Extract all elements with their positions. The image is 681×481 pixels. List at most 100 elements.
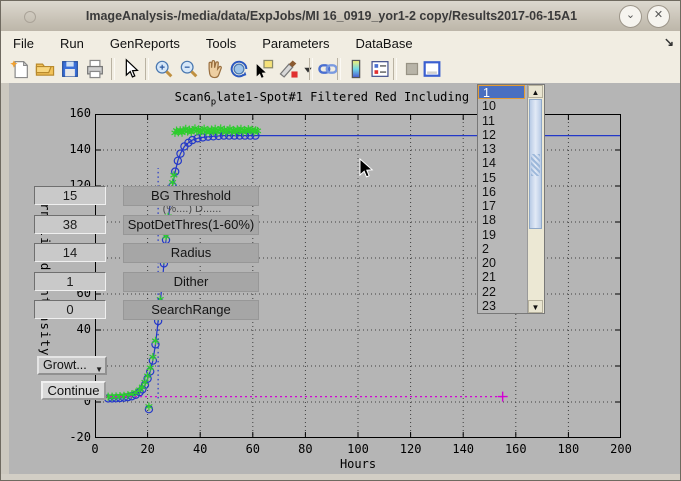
toolbar — [1, 55, 680, 84]
x-tick-label: 200 — [610, 442, 632, 456]
dock-figure-icon[interactable] — [421, 58, 443, 80]
x-tick-label: 180 — [557, 442, 580, 456]
brush-dropdown-arrow-icon[interactable] — [297, 58, 312, 80]
toolbar-separator — [337, 58, 341, 80]
x-tick-label: 0 — [91, 442, 99, 456]
searchrange-button[interactable]: SearchRange — [123, 300, 259, 320]
scrollbar-grip — [531, 154, 540, 176]
shade-window-button[interactable]: ⌄ — [619, 5, 642, 28]
x-tick-label: 100 — [347, 442, 369, 456]
listbox-item-19[interactable]: 19 — [482, 227, 496, 242]
mouse-cursor-icon — [359, 157, 375, 185]
legend-icon[interactable] — [369, 58, 391, 80]
listbox-item-14[interactable]: 14 — [482, 156, 496, 171]
radius-field[interactable]: 14 — [34, 243, 106, 262]
continue-button[interactable]: Continue — [41, 381, 106, 400]
brush-icon[interactable] — [278, 58, 300, 80]
x-tick-label: 40 — [192, 442, 208, 456]
window-menu-icon[interactable] — [24, 11, 36, 23]
link-plots-icon[interactable] — [317, 58, 339, 80]
growth-dropdown[interactable]: Growt... ▼ — [37, 356, 107, 375]
toolbar-separator — [309, 58, 313, 80]
scrollbar-thumb[interactable] — [529, 99, 542, 229]
listbox-items: 1 10 11 12 13 14 15 16 17 18 19 2 20 21 22 23 — [478, 85, 544, 313]
figure-area — [1, 83, 680, 480]
title-bar[interactable]: ImageAnalysis-/media/data/ExpJobs/MI 16_… — [1, 1, 680, 32]
listbox-item-12[interactable]: 12 — [482, 127, 496, 142]
x-tick-label: 120 — [399, 442, 422, 456]
listbox-item-20[interactable]: 20 — [482, 256, 496, 270]
x-axis-label: Hours — [339, 457, 377, 471]
x-tick-label: 80 — [298, 442, 313, 456]
listbox-item-15[interactable]: 15 — [482, 170, 496, 185]
zoom-in-icon[interactable] — [153, 58, 175, 80]
listbox-scrollbar[interactable]: ▲ ▼ — [527, 85, 544, 313]
y-tick-label: 160 — [69, 106, 91, 120]
toolbar-separator — [111, 58, 115, 80]
scroll-up-icon[interactable]: ▲ — [528, 85, 543, 98]
dither-field[interactable]: 1 — [34, 271, 106, 291]
searchrange-field[interactable]: 0 — [34, 300, 106, 319]
menu-database[interactable]: DataBase — [355, 35, 413, 51]
listbox-item-16[interactable]: 16 — [482, 184, 496, 199]
open-folder-icon[interactable] — [34, 58, 56, 80]
plot-title-post: late1-Spot#1 Filtered Red Including 2Der… — [216, 90, 542, 104]
series-data-asterisks — [104, 124, 262, 411]
plot-title-subscript: p — [210, 97, 217, 108]
y-tick-label: -20 — [69, 430, 91, 444]
save-icon[interactable] — [59, 58, 81, 80]
bg-threshold-field[interactable]: 15 — [34, 186, 106, 205]
menu-overflow-icon[interactable]: ↘ — [663, 35, 674, 49]
figure-bottom-border — [1, 474, 680, 480]
spotdetthres-field[interactable]: 38 — [34, 214, 106, 234]
close-window-button[interactable]: ✕ — [647, 5, 670, 28]
listbox-item-1[interactable]: 1 — [478, 85, 525, 100]
toolbar-separator — [393, 58, 397, 80]
radius-button[interactable]: Radius — [123, 243, 259, 263]
listbox-item-21[interactable]: 21 — [482, 270, 496, 285]
menu-genreports[interactable]: GenReports — [109, 35, 180, 51]
growth-dropdown-label: Growt... — [43, 358, 87, 372]
disabled-plot-tool-icon — [401, 58, 423, 80]
spotdetthres-button[interactable]: SpotDetThres(1-60%) — [123, 214, 259, 235]
listbox-item-2[interactable]: 2 — [482, 241, 489, 256]
scroll-down-icon[interactable]: ▼ — [528, 300, 543, 313]
plot-title: Scan6plate1-Spot#1 Filtered Red Includin… — [95, 90, 621, 107]
dither-button[interactable]: Dither — [123, 271, 259, 292]
listbox-item-13[interactable]: 13 — [482, 142, 496, 156]
listbox-item-18[interactable]: 18 — [482, 213, 496, 228]
window-title: ImageAnalysis-/media/data/ExpJobs/MI 16_… — [85, 9, 578, 23]
menu-file[interactable]: File — [13, 35, 34, 51]
series-background-threshold-line — [95, 391, 508, 402]
menu-parameters[interactable]: Parameters — [262, 35, 330, 51]
x-tick-label: 60 — [245, 442, 261, 456]
menu-bar: File Run GenReports Tools Parameters Dat… — [1, 31, 680, 55]
data-cursor-icon[interactable] — [253, 58, 275, 80]
figure-left-border — [1, 83, 9, 480]
y-tick-label: 0 — [83, 394, 91, 408]
toolbar-separator — [145, 58, 149, 80]
clipped-label-fragment: (%....) D...... — [162, 205, 222, 214]
menu-run[interactable]: Run — [59, 35, 84, 51]
listbox-item-10[interactable]: 10 — [482, 99, 496, 114]
zoom-out-icon[interactable] — [178, 58, 200, 80]
new-document-icon[interactable] — [9, 58, 31, 80]
y-tick-label: 40 — [76, 322, 91, 336]
spot-number-listbox[interactable]: 1 10 11 12 13 14 15 16 17 18 19 2 20 21 22 23 ▲ ▼ — [477, 84, 545, 314]
menu-tools[interactable]: Tools — [205, 35, 237, 51]
y-tick-label: 140 — [69, 142, 91, 156]
print-icon[interactable] — [84, 58, 106, 80]
listbox-item-22[interactable]: 22 — [482, 284, 496, 299]
x-tick-label: 20 — [140, 442, 155, 456]
listbox-item-17[interactable]: 17 — [482, 199, 496, 213]
plot-title-pre: Scan6 — [174, 90, 211, 104]
pointer-icon[interactable] — [119, 58, 141, 80]
rotate-3d-icon[interactable] — [228, 58, 250, 80]
bg-threshold-button[interactable]: BG Threshold — [123, 186, 259, 206]
pan-hand-icon[interactable] — [203, 58, 225, 80]
colorbar-icon[interactable] — [345, 58, 367, 80]
listbox-item-11[interactable]: 11 — [482, 113, 495, 128]
listbox-item-23[interactable]: 23 — [482, 298, 496, 313]
x-tick-label: 160 — [504, 442, 527, 456]
